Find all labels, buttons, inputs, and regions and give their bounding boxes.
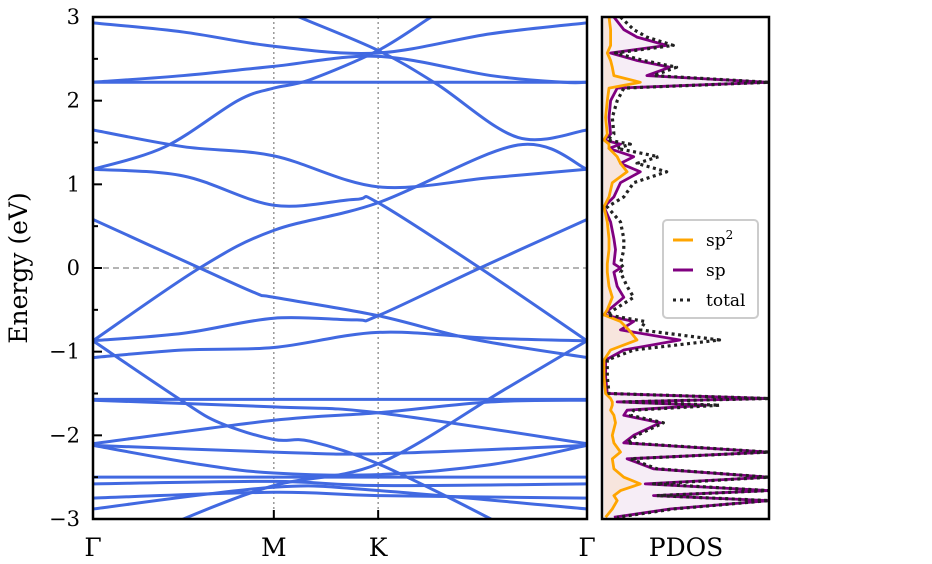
y-tick-label: 0 bbox=[67, 256, 80, 280]
y-axis-label: Energy (eV) bbox=[4, 192, 33, 344]
band-line-16 bbox=[93, 443, 587, 456]
band-line-2 bbox=[93, 54, 587, 85]
band-line-3 bbox=[93, 17, 434, 171]
y-tick-label: 3 bbox=[67, 5, 80, 29]
legend-label-sp: sp bbox=[706, 261, 726, 281]
x-tick-label: Γ bbox=[84, 533, 101, 562]
band-line-19 bbox=[93, 479, 587, 488]
legend-label-sp2: sp2 bbox=[706, 228, 733, 251]
legend-label-text: sp bbox=[706, 261, 726, 281]
band-line-8 bbox=[93, 218, 587, 360]
band-line-20 bbox=[93, 490, 587, 500]
y-tick-label: −1 bbox=[49, 340, 80, 364]
pdos-plot-frame bbox=[600, 15, 771, 521]
band-lines bbox=[93, 17, 587, 519]
legend-label-text: total bbox=[706, 291, 745, 311]
band-line-15 bbox=[93, 398, 587, 446]
pdos-fill-sp bbox=[604, 17, 768, 518]
band-line-14 bbox=[93, 398, 587, 446]
band-guides bbox=[93, 17, 587, 519]
legend-box bbox=[662, 219, 759, 319]
band-line-17 bbox=[93, 443, 587, 477]
y-tick-label: 1 bbox=[67, 172, 80, 196]
pdos-lines bbox=[603, 17, 768, 519]
band-line-7 bbox=[93, 142, 587, 343]
pdos-line-sp2 bbox=[603, 17, 642, 519]
y-tick-label: −2 bbox=[49, 423, 80, 447]
band-line-6 bbox=[93, 167, 587, 343]
y-tick-label: 2 bbox=[67, 89, 80, 113]
pdos-fill-sp2 bbox=[604, 17, 641, 518]
band-line-5 bbox=[93, 128, 587, 190]
y-tick-label: −3 bbox=[49, 507, 80, 531]
band-line-10 bbox=[93, 330, 587, 360]
x-tick-label: K bbox=[369, 533, 389, 562]
pdos-line-total bbox=[605, 17, 768, 519]
legend-label-text: sp bbox=[706, 231, 726, 251]
x-tick-label: M bbox=[261, 533, 287, 562]
band-line-21 bbox=[93, 484, 587, 511]
pdos-x-label: PDOS bbox=[649, 533, 724, 562]
x-tick-label: Γ bbox=[578, 533, 595, 562]
legend-label-superscript: 2 bbox=[726, 228, 734, 242]
band-line-9 bbox=[93, 218, 587, 343]
band-line-4 bbox=[295, 17, 587, 142]
band-line-0 bbox=[93, 21, 587, 55]
legend-label-total: total bbox=[706, 291, 745, 311]
